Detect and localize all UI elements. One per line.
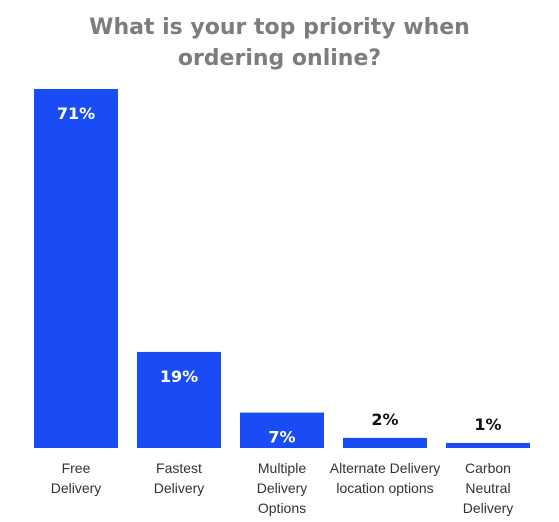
category-label-4: Carbon Neutral Delivery xyxy=(463,460,514,516)
data-label-1: 19% xyxy=(160,367,198,386)
category-label-3: Alternate Delivery location options xyxy=(330,460,441,496)
bar-4 xyxy=(446,442,530,448)
bar-3 xyxy=(343,437,427,448)
data-label-0: 71% xyxy=(57,104,95,123)
bar-1 xyxy=(137,351,221,448)
bar-0 xyxy=(34,89,118,448)
category-label-1: Fastest Delivery xyxy=(154,460,205,496)
data-label-4: 1% xyxy=(474,415,501,434)
bar-2 xyxy=(240,412,324,448)
data-label-3: 2% xyxy=(371,410,398,429)
category-label-2: Multiple Delivery Options xyxy=(257,460,308,516)
data-label-2: 7% xyxy=(268,428,295,447)
category-label-0: Free Delivery xyxy=(51,460,102,496)
chart-title: What is your top priority when ordering … xyxy=(89,15,470,71)
